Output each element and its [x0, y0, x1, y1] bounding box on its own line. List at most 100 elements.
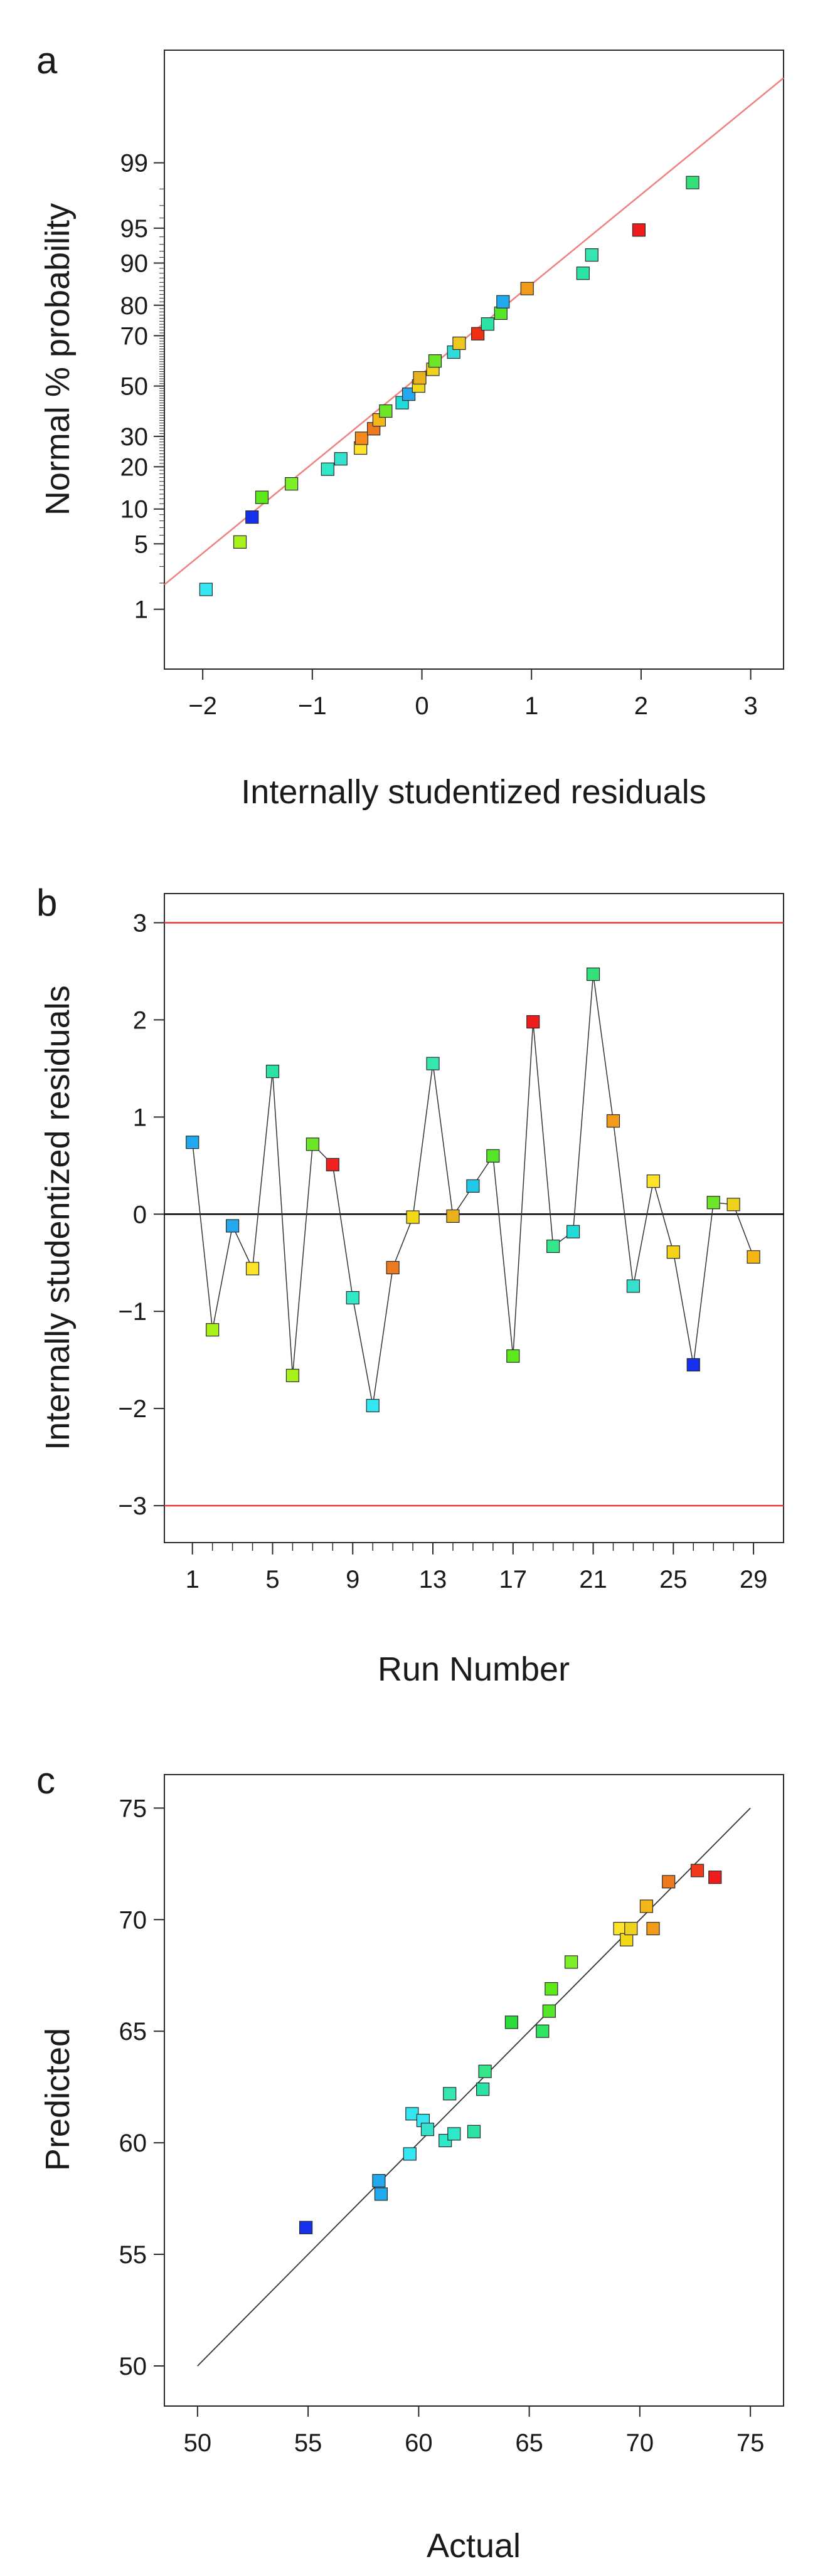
panel-a-point	[413, 371, 427, 385]
panel-b-point	[186, 1136, 199, 1149]
panel-b-y-tick-label: −2	[118, 1395, 147, 1423]
panel-b-x-tick-label: 17	[499, 1566, 528, 1593]
panel-c-x-tick-label: 75	[737, 2429, 765, 2457]
panel-b-point	[426, 1057, 440, 1070]
panel-a-y-tick-label: 10	[120, 496, 149, 524]
panel-b-point	[206, 1323, 220, 1337]
panel-b-point	[506, 1349, 520, 1363]
panel-c-y-tick-label: 50	[119, 2353, 147, 2380]
panel-b-y-tick-label: 3	[133, 909, 147, 937]
panel-b-y-tick-label: 1	[133, 1104, 147, 1131]
panel-b-x-tick-label: 5	[265, 1566, 279, 1593]
panel-a-point	[481, 317, 494, 331]
panel-c-y-tick-label: 65	[119, 2018, 147, 2045]
panel-a-point	[686, 176, 699, 189]
panel-c-x-tick-label: 60	[405, 2429, 433, 2457]
panel-b-point	[666, 1245, 680, 1259]
panel-c-y-axis-label: Predicted	[39, 2028, 77, 2171]
panel-c-x-axis: 50 55 60 65 70 75	[184, 2406, 765, 2457]
panel-c-x-tick-label: 70	[626, 2429, 654, 2457]
panel-a-y-tick-label: 30	[120, 423, 149, 451]
panel-b-x-tick-label: 1	[186, 1566, 199, 1593]
panel-b-point	[226, 1219, 240, 1233]
panel-b-control-limits	[164, 922, 784, 1507]
panel-b-x-axis: 1 5 9 13 17 21 25 29	[186, 1543, 767, 1593]
panel-c-point	[690, 1864, 705, 1877]
panel-a-x-tick-label: 0	[415, 692, 428, 720]
panel-c-point	[299, 2220, 313, 2234]
panel-a-y-tick-label: 99	[120, 150, 149, 177]
panel-a-point	[199, 583, 213, 596]
panel-c-point	[662, 1875, 676, 1889]
panel-b-point	[606, 1114, 620, 1128]
panel-a-point	[520, 282, 534, 295]
panel-a-plot-frame	[164, 50, 784, 670]
panel-a-x-axis: −2 −1 0 1 2 3	[188, 669, 758, 720]
panel-c-point	[708, 1871, 722, 1884]
panel-c-point	[447, 2127, 461, 2141]
panel-a-x-tick-label: −2	[188, 692, 217, 720]
panel-c-point	[467, 2125, 481, 2138]
panel-a-y-tick-label: 70	[120, 322, 149, 350]
panel-a-y-tick-label: 1	[134, 596, 148, 624]
panel-c-point	[545, 1982, 558, 1996]
panel-c-point	[536, 2024, 550, 2038]
panel-b-x-tick-label: 21	[579, 1566, 607, 1593]
panel-a-point	[576, 267, 590, 280]
panel-c-points	[299, 1864, 722, 2234]
panel-b-y-axis: −3 −2 −1 0 1 2 3	[118, 909, 164, 1520]
panel-c-point	[613, 1921, 627, 1936]
panel-c-y-tick-label: 60	[119, 2130, 147, 2157]
panel-c-point	[624, 1921, 638, 1936]
panel-b-point	[726, 1198, 740, 1211]
panel-a-y-tick-label: 95	[120, 215, 149, 243]
panel-a-letter: a	[36, 40, 58, 82]
panel-c-y-tick-label: 70	[119, 1906, 147, 1934]
panel-a-point	[585, 248, 598, 262]
panel-b-point	[446, 1209, 460, 1223]
panel-a-point	[354, 431, 369, 445]
panel-b-point	[406, 1210, 420, 1224]
panel-b-x-axis-label: Run Number	[378, 1650, 570, 1688]
panel-a-point	[496, 295, 510, 309]
panel-a-x-axis-label: Internally studentized residuals	[241, 773, 706, 811]
panel-c-point	[646, 1921, 660, 1936]
panel-b-point	[386, 1260, 400, 1275]
panel-c-y-tick-label: 55	[119, 2241, 147, 2269]
panel-c-point	[372, 2174, 386, 2188]
panel-b-x-tick-label: 13	[419, 1566, 447, 1593]
panel-b-y-tick-label: 2	[133, 1006, 147, 1034]
panel-b-y-axis-label: Internally studentized residuals	[39, 985, 77, 1450]
panel-c-x-tick-label: 50	[184, 2429, 212, 2457]
panel-b-point	[245, 1262, 260, 1275]
panel-a-y-tick-label: 50	[120, 373, 149, 401]
panel-a-point	[428, 354, 442, 368]
panel-a-y-tick-label: 20	[120, 453, 149, 481]
panel-a-point	[471, 327, 485, 340]
panel-b-point	[346, 1291, 359, 1305]
panel-b-points	[186, 968, 760, 1413]
panel-a-point	[402, 388, 416, 401]
panel-a-y-tick-label: 80	[120, 292, 149, 320]
panel-c-point	[639, 1899, 654, 1913]
panel-a-point	[245, 510, 259, 524]
panel-b-point	[626, 1279, 641, 1293]
panel-b-point	[486, 1149, 500, 1163]
panel-c-point	[542, 2004, 556, 2018]
panel-c-y-axis: 50 55 60 65 70 75	[119, 1795, 164, 2380]
panel-b-point	[546, 1239, 560, 1254]
panel-b-plot-frame	[164, 893, 784, 1543]
panel-b-point	[326, 1158, 339, 1171]
panel-c-letter: c	[36, 1760, 55, 1802]
panel-a-x-tick-label: 2	[634, 692, 648, 720]
panel-a-y-tick-label: 90	[120, 250, 149, 277]
panel-c-y-tick-label: 75	[119, 1795, 147, 1822]
panel-a-point	[632, 223, 646, 237]
panel-b-point	[686, 1358, 700, 1372]
panel-b-point	[526, 1015, 540, 1029]
panel-c-plot-frame	[164, 1774, 784, 2407]
panel-c-point	[443, 2087, 457, 2101]
